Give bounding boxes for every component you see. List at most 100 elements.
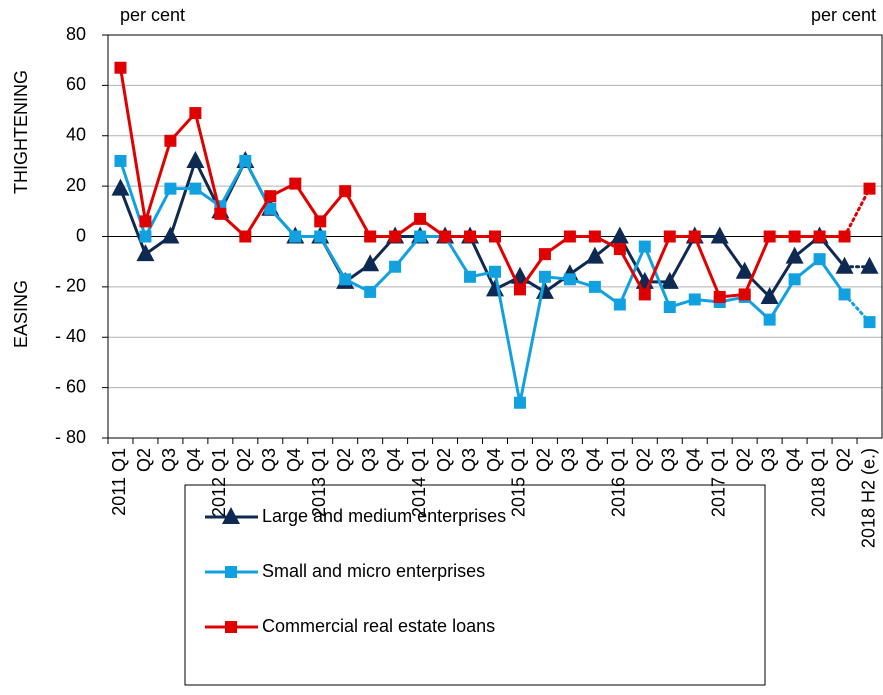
x-tick-label: Q3 bbox=[659, 448, 679, 472]
point bbox=[314, 230, 327, 243]
point bbox=[613, 298, 626, 311]
legend-marker bbox=[225, 621, 237, 633]
x-tick-label: Q2 bbox=[334, 448, 354, 472]
point bbox=[339, 273, 352, 286]
x-tick-label: Q3 bbox=[159, 448, 179, 472]
point bbox=[289, 177, 302, 190]
x-tick-label: Q4 bbox=[584, 448, 604, 472]
point bbox=[613, 243, 626, 256]
point bbox=[863, 182, 876, 195]
point bbox=[663, 230, 676, 243]
point bbox=[838, 230, 851, 243]
point bbox=[513, 396, 526, 409]
point bbox=[389, 230, 402, 243]
x-tick-label: 2018 Q1 bbox=[808, 448, 828, 517]
point bbox=[660, 271, 679, 289]
point bbox=[489, 265, 501, 278]
point bbox=[835, 256, 854, 274]
y-tick-label: - 60 bbox=[55, 376, 86, 396]
point bbox=[813, 230, 826, 243]
x-tick-label: 2012 Q1 bbox=[209, 448, 229, 517]
x-tick-label: 2017 Q1 bbox=[708, 448, 728, 517]
point bbox=[638, 240, 651, 253]
point bbox=[139, 230, 152, 243]
x-tick-label: 2018 H2 (e.) bbox=[858, 448, 878, 548]
point bbox=[439, 230, 452, 243]
x-tick-label: 2015 Q1 bbox=[509, 448, 529, 517]
point bbox=[111, 178, 130, 196]
estimate-line bbox=[843, 187, 872, 238]
point bbox=[114, 154, 127, 167]
x-tick-label: Q3 bbox=[559, 448, 579, 472]
y-label-bottom: EASING bbox=[11, 280, 31, 348]
point bbox=[588, 230, 601, 243]
y-tick-label: - 40 bbox=[55, 326, 86, 346]
legend-label: Small and micro enterprises bbox=[262, 561, 485, 581]
point bbox=[663, 301, 676, 314]
x-tick-label: Q2 bbox=[634, 448, 654, 472]
point bbox=[314, 215, 327, 228]
point bbox=[763, 230, 776, 243]
x-tick-label: 2011 Q1 bbox=[109, 448, 129, 516]
point bbox=[214, 207, 227, 220]
point bbox=[785, 246, 804, 264]
point bbox=[763, 313, 776, 326]
legend-label: Commercial real estate loans bbox=[262, 616, 495, 636]
point bbox=[735, 261, 754, 279]
point bbox=[688, 230, 701, 243]
series-line bbox=[119, 159, 846, 405]
point bbox=[389, 260, 402, 273]
x-tick-label: Q3 bbox=[359, 448, 379, 472]
point bbox=[760, 286, 779, 304]
point bbox=[538, 248, 551, 261]
y-tick-label: 20 bbox=[66, 175, 86, 195]
point bbox=[361, 254, 380, 272]
point bbox=[588, 280, 601, 293]
point bbox=[813, 253, 826, 266]
x-tick-label: Q2 bbox=[733, 448, 753, 472]
x-tick-label: Q4 bbox=[683, 448, 703, 472]
y-tick-label: 0 bbox=[76, 225, 86, 245]
legend-marker bbox=[222, 507, 240, 524]
point bbox=[289, 230, 302, 243]
x-tick-label: 2016 Q1 bbox=[609, 448, 629, 517]
y-tick-label: 40 bbox=[66, 125, 86, 145]
point bbox=[538, 270, 551, 283]
x-tick-label: Q3 bbox=[758, 448, 778, 472]
x-tick-label: 2014 Q1 bbox=[409, 448, 429, 517]
x-tick-label: Q4 bbox=[284, 448, 304, 472]
point bbox=[164, 134, 177, 147]
point bbox=[239, 230, 252, 243]
point bbox=[114, 61, 127, 74]
unit-right: per cent bbox=[811, 5, 876, 25]
point bbox=[161, 226, 180, 244]
point bbox=[788, 273, 801, 286]
point bbox=[610, 226, 629, 244]
point bbox=[186, 150, 205, 168]
unit-left: per cent bbox=[120, 5, 185, 25]
point bbox=[513, 283, 526, 296]
legend-label: Large and medium enterprises bbox=[262, 506, 506, 526]
point bbox=[264, 202, 277, 215]
x-tick-label: Q2 bbox=[234, 448, 254, 472]
x-tick-label: Q4 bbox=[484, 448, 504, 472]
point bbox=[788, 230, 801, 243]
legend-marker bbox=[225, 566, 237, 578]
y-tick-label: - 80 bbox=[55, 427, 86, 447]
legend-box bbox=[184, 484, 766, 686]
x-tick-label: Q2 bbox=[534, 448, 554, 472]
point bbox=[464, 270, 477, 283]
point bbox=[364, 230, 377, 243]
point bbox=[189, 182, 202, 195]
point bbox=[838, 288, 851, 301]
x-tick-label: Q3 bbox=[459, 448, 479, 472]
point bbox=[164, 182, 177, 195]
x-tick-label: Q4 bbox=[783, 448, 803, 472]
point bbox=[638, 288, 651, 301]
point bbox=[738, 288, 751, 301]
point bbox=[139, 215, 152, 228]
y-tick-label: 60 bbox=[66, 74, 86, 94]
x-tick-label: Q2 bbox=[434, 448, 454, 472]
point bbox=[860, 256, 879, 274]
